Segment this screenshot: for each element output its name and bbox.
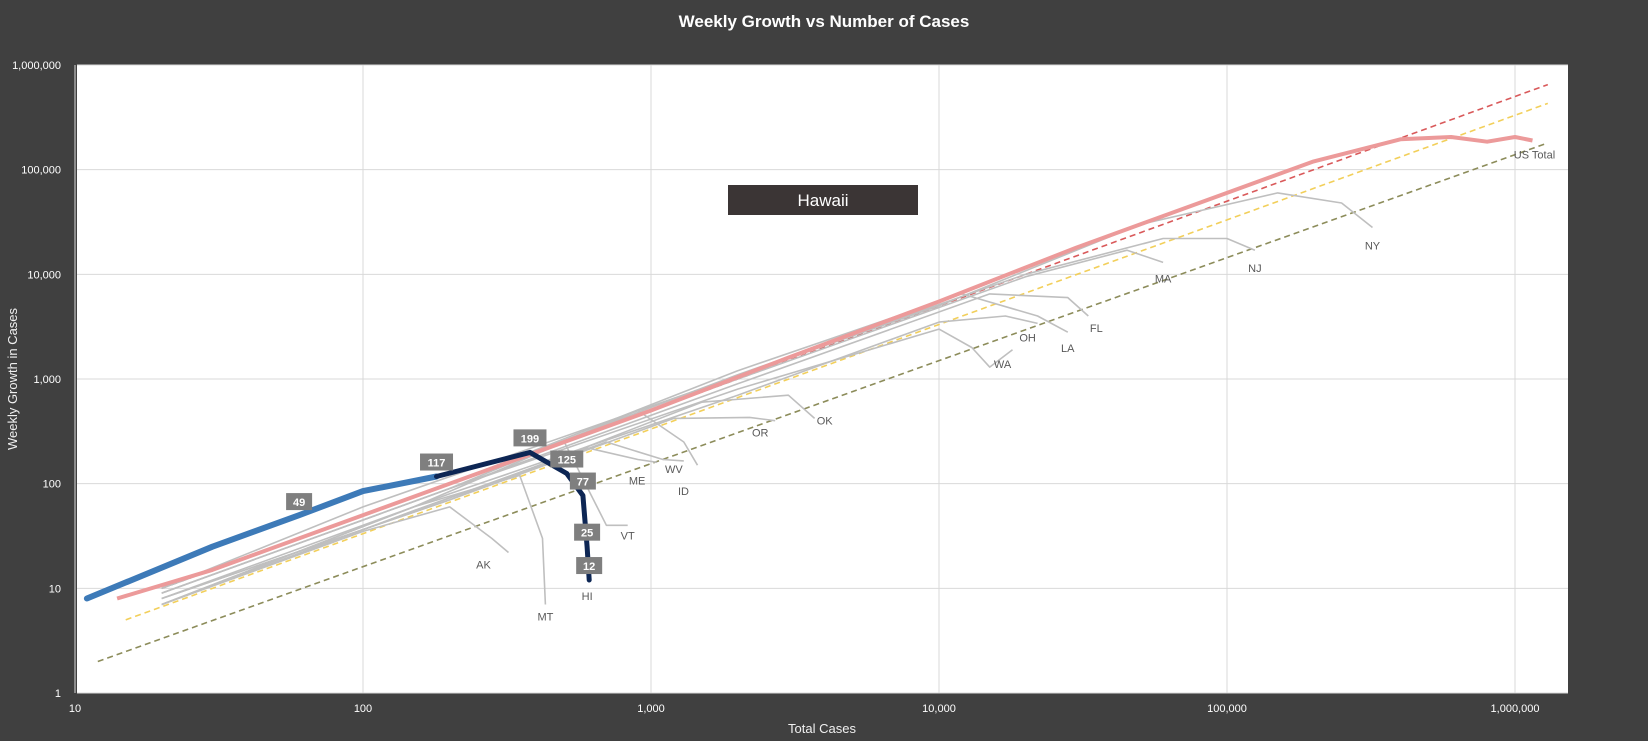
x-tick-label: 1,000	[637, 703, 665, 715]
data-marker: 117	[420, 453, 454, 471]
series-label-ny: NY	[1365, 241, 1381, 253]
y-tick-label: 1,000,000	[12, 60, 61, 72]
data-marker-label: 117	[428, 458, 446, 470]
data-marker-box	[550, 450, 584, 468]
x-axis-title: Total Cases	[788, 721, 856, 736]
data-marker: 77	[569, 472, 596, 490]
series-label-ak: AK	[476, 559, 491, 571]
data-marker-box	[420, 453, 454, 471]
x-tick-label: 1,000,000	[1491, 703, 1540, 715]
series-label-hi: HI	[582, 591, 593, 603]
y-tick-label: 100,000	[21, 165, 61, 177]
data-marker: 12	[576, 557, 603, 575]
y-tick-label: 100	[43, 479, 61, 491]
state-labels: US Total NY NJ MA FL LA OH WA OK OR WV ME ID VT AK MT HI	[476, 149, 1555, 623]
series-line-id	[161, 409, 699, 594]
x-tick-label: 10	[69, 703, 81, 715]
data-marker: 25	[574, 523, 601, 541]
series-line-ak	[161, 506, 510, 606]
data-marker-label: 12	[583, 561, 595, 573]
reference-line-yellow-dashed	[125, 102, 1549, 621]
data-marker-box	[286, 493, 313, 511]
data-marker: 125	[550, 450, 584, 468]
tick-labels: 1 10 100 1,000 10,000 100,000 1,000,000 10 100 1,…	[12, 60, 1539, 715]
series-label-ok: OK	[817, 415, 834, 427]
y-axis-title: Weekly Growth in Cases	[5, 307, 20, 450]
series-line-me	[161, 447, 658, 606]
series-label-us-total: US Total	[1514, 149, 1555, 161]
x-tick-label: 100,000	[1207, 703, 1247, 715]
series-label-ma: MA	[1155, 273, 1172, 285]
highlight-banner: Hawaii	[728, 185, 918, 215]
series-label-me: ME	[629, 475, 646, 487]
series-label-nj: NJ	[1248, 263, 1261, 275]
reference-line-olive-dashed	[97, 142, 1549, 663]
series-label-vt: VT	[621, 530, 635, 542]
data-marker-label: 49	[293, 497, 305, 509]
series-label-wv: WV	[665, 464, 683, 476]
series-label-oh: OH	[1019, 332, 1036, 344]
series-label-wa: WA	[994, 359, 1012, 371]
data-marker-label: 77	[577, 477, 589, 489]
y-tick-label: 10,000	[27, 269, 61, 281]
data-marker-label: 199	[521, 433, 539, 445]
highlight-banner-bg	[728, 185, 918, 215]
data-marker-box	[576, 557, 603, 575]
y-tick-label: 1,000	[33, 374, 61, 386]
series-line-hawaii-early	[83, 473, 440, 602]
x-tick-label: 100	[354, 703, 372, 715]
data-marker-label: 25	[581, 528, 593, 540]
series-label-or: OR	[752, 428, 769, 440]
grid-layer	[74, 64, 1568, 694]
series-line-mt	[161, 474, 547, 606]
series-line-us-total	[116, 135, 1533, 601]
series-label-mt: MT	[537, 612, 553, 624]
data-marker-label: 125	[558, 455, 576, 467]
series-label-id: ID	[678, 486, 689, 498]
data-marker-box	[574, 523, 601, 541]
data-marker-box	[513, 429, 547, 447]
series-label-la: LA	[1061, 343, 1075, 355]
data-marker-box	[569, 472, 596, 490]
series-line-ny	[161, 192, 1373, 590]
chart-title: Weekly Growth vs Number of Cases	[679, 12, 970, 31]
data-marker: 199	[513, 429, 547, 447]
y-tick-label: 10	[49, 583, 61, 595]
x-tick-label: 10,000	[922, 703, 956, 715]
data-marker: 49	[286, 493, 313, 511]
highlight-banner-label: Hawaii	[797, 191, 848, 210]
series-label-fl: FL	[1090, 323, 1103, 335]
y-tick-label: 1	[55, 688, 61, 700]
